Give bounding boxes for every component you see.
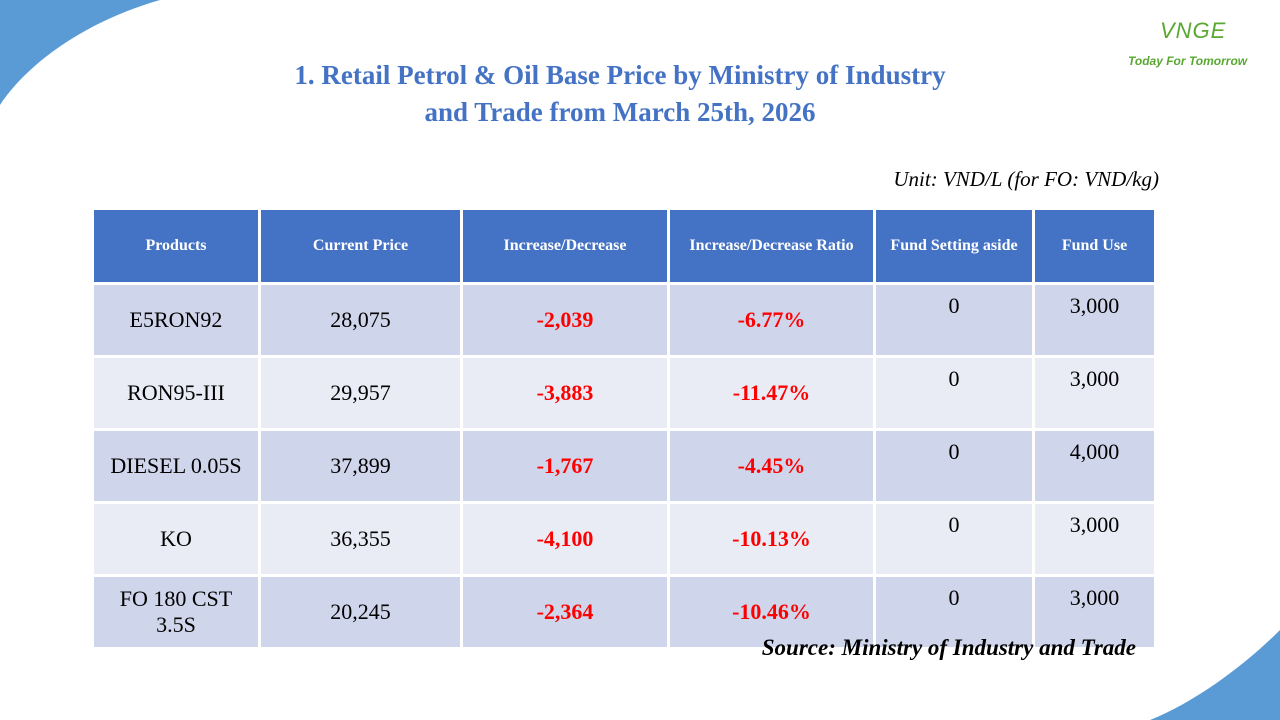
column-header: Products (91, 207, 261, 285)
table-row: KO 36,355 -4,100 -10.13% 0 3,000 (91, 501, 1157, 577)
table-cell: 0 (873, 355, 1035, 431)
table-cell: -6.77% (667, 282, 876, 358)
logo-name: VNGE (1160, 18, 1227, 43)
table-cell: -10.46% (667, 574, 876, 650)
table-cell: 28,075 (258, 282, 463, 358)
price-table: Products Current Price Increase/Decrease In… (91, 207, 1157, 650)
table-cell: -4,100 (460, 501, 670, 577)
table-cell: 29,957 (258, 355, 463, 431)
table-cell: -4.45% (667, 428, 876, 504)
source: Source: Ministry of Industry and Trade (761, 635, 1136, 660)
table-cell: 37,899 (258, 428, 463, 504)
table-cell: E5RON92 (91, 282, 261, 358)
table-row: RON95-III 29,957 -3,883 -11.47% 0 3,000 (91, 355, 1157, 431)
column-header: Fund Use (1032, 207, 1157, 285)
table-cell: 0 (873, 428, 1035, 504)
unit-note: Unit: VND/L (for FO: VND/kg) (893, 167, 1159, 191)
table-row: FO 180 CST 3.5S 20,245 -2,364 -10.46% 0 3,000 (91, 574, 1157, 650)
table-cell: 3,000 (1032, 355, 1157, 431)
table-cell: -10.13% (667, 501, 876, 577)
table-cell: -3,883 (460, 355, 670, 431)
table-cell: 36,355 (258, 501, 463, 577)
table-cell: -11.47% (667, 355, 876, 431)
table-body: E5RON92 28,075 -2,039 -6.77% 0 3,000 RON95-III… (91, 282, 1157, 650)
table-row: E5RON92 28,075 -2,039 -6.77% 0 3,000 (91, 282, 1157, 358)
table-cell: 0 (873, 501, 1035, 577)
table-cell: 3,000 (1032, 282, 1157, 358)
table-cell: KO (91, 501, 261, 577)
table-cell: RON95-III (91, 355, 261, 431)
table-cell: -1,767 (460, 428, 670, 504)
column-header: Current Price (258, 207, 463, 285)
header-row: Products Current Price Increase/Decrease In… (91, 207, 1157, 285)
table-cell: 3,000 (1032, 501, 1157, 577)
title: 1. Retail Petrol & Oil Base Price by Min… (160, 57, 1080, 131)
table-cell: FO 180 CST 3.5S (91, 574, 261, 650)
column-header: Increase/Decrease Ratio (667, 207, 876, 285)
logo-slogan: Today For Tomorrow (1128, 54, 1248, 68)
logo: VNGE Today For Tomorrow (1128, 18, 1247, 68)
table-cell: -2,039 (460, 282, 670, 358)
table-cell: DIESEL 0.05S (91, 428, 261, 504)
table-cell: 3,000 (1032, 574, 1157, 650)
title-line: 1. Retail Petrol & Oil Base Price by Min… (294, 60, 946, 90)
column-header: Increase/Decrease (460, 207, 670, 285)
table-cell: 20,245 (258, 574, 463, 650)
corner-curve (0, 0, 160, 105)
table-cell: -2,364 (460, 574, 670, 650)
table-row: DIESEL 0.05S 37,899 -1,767 -4.45% 0 4,000 (91, 428, 1157, 504)
title-line: and Trade from March 25th, 2026 (424, 97, 816, 127)
table-cell: 0 (873, 282, 1035, 358)
corner-curve (1150, 630, 1280, 720)
table-cell: 0 (873, 574, 1035, 650)
table-cell: 4,000 (1032, 428, 1157, 504)
column-header: Fund Setting aside (873, 207, 1035, 285)
